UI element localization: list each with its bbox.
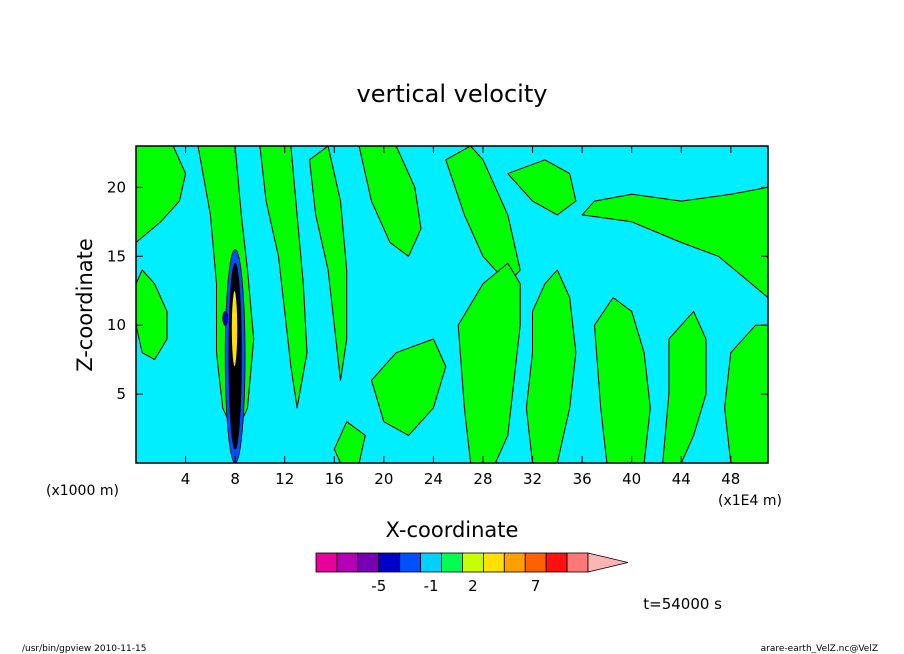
colorbar-label: 2 (468, 577, 478, 595)
contour-region (358, 146, 422, 257)
updraft-contour (222, 310, 229, 326)
contour-region (259, 146, 308, 409)
colorbar-segment (482, 552, 505, 573)
colorbar-segment (524, 552, 547, 573)
x-tick-label: 40 (622, 470, 641, 488)
contour-region (445, 146, 521, 285)
y-axis-label: Z-coordinate (73, 238, 97, 372)
footer-left: /usr/bin/gpview 2010-11-15 (22, 644, 146, 654)
x-tick-label: 12 (275, 470, 294, 488)
contour-region (507, 159, 577, 216)
colorbar-segment (399, 552, 422, 573)
y-tick-label: 10 (107, 316, 126, 334)
contour-region (309, 146, 348, 381)
colorbar-segment (420, 552, 442, 573)
x-tick-label: 32 (523, 470, 542, 488)
colorbar-labels: -5 -1 2 7 (371, 577, 540, 595)
contour-region (525, 269, 577, 463)
colorbar (315, 552, 629, 573)
colorbar-label: -5 (371, 577, 386, 595)
contour-region (581, 186, 768, 299)
colorbar-segment (315, 552, 338, 573)
colorbar-segment (378, 552, 401, 573)
updraft-contour (231, 290, 239, 367)
contour-region (136, 269, 168, 361)
colorbar-segment (566, 552, 589, 573)
x-tick-label: 8 (230, 470, 240, 488)
colorbar-segment (462, 552, 484, 573)
x-unit-left: (x1000 m) (46, 483, 119, 499)
x-tick-label: 28 (473, 470, 492, 488)
y-ticks: 5 10 15 20 (107, 178, 768, 403)
colorbar-segment (336, 552, 359, 573)
x-tick-label: 20 (374, 470, 393, 488)
colorbar-segment (441, 552, 463, 573)
colorbar-segment (503, 552, 526, 573)
x-tick-label: 16 (325, 470, 344, 488)
contour-regions (136, 146, 768, 463)
updraft-core (222, 249, 246, 463)
x-tick-label: 24 (424, 470, 443, 488)
contour-region (371, 338, 447, 436)
contour-region (457, 262, 521, 463)
x-tick-label: 36 (573, 470, 592, 488)
footer-right: arare-earth_VelZ.nc@VelZ (761, 644, 878, 654)
x-ticks: 4 8 12 16 20 24 28 32 36 40 44 48 (181, 146, 740, 488)
time-label: t=54000 s (643, 595, 722, 613)
y-tick-label: 20 (107, 178, 126, 196)
chart-title: vertical velocity (357, 80, 548, 108)
colorbar-segment (357, 552, 380, 573)
x-tick-label: 44 (672, 470, 691, 488)
contour-region (662, 310, 707, 463)
colorbar-label: 7 (531, 577, 541, 595)
colorbar-segment (545, 552, 568, 573)
contour-region (333, 421, 366, 463)
y-tick-label: 15 (107, 247, 126, 265)
contour-region (594, 297, 651, 463)
colorbar-label: -1 (424, 577, 439, 595)
plot-frame (135, 145, 769, 464)
x-axis-label: X-coordinate (386, 518, 519, 542)
y-tick-label: 5 (116, 385, 126, 403)
x-tick-label: 48 (721, 470, 740, 488)
x-unit-right: (x1E4 m) (718, 493, 782, 509)
colorbar-arrow (587, 552, 629, 573)
contour-region (724, 324, 768, 463)
contour-region (136, 146, 187, 243)
x-tick-label: 4 (181, 470, 191, 488)
